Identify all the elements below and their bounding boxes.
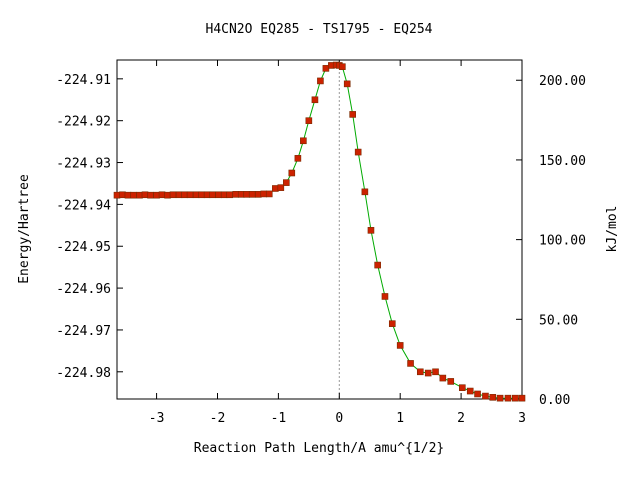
data-point xyxy=(260,190,268,198)
data-point xyxy=(237,191,245,198)
data-point xyxy=(381,293,389,300)
data-point xyxy=(339,63,346,70)
data-point xyxy=(474,390,481,398)
data-point xyxy=(317,77,324,85)
data-point xyxy=(169,191,177,199)
data-point xyxy=(466,387,474,395)
data-point xyxy=(181,191,188,199)
data-point xyxy=(136,191,143,199)
data-point xyxy=(349,111,356,118)
data-point xyxy=(272,185,279,192)
y2-tick-label: 150.00 xyxy=(539,154,586,169)
data-point xyxy=(416,368,424,376)
y-tick-label: -224.96 xyxy=(56,282,111,297)
x-tick-label: -1 xyxy=(271,411,287,426)
data-point xyxy=(141,191,149,199)
y-tick-label: -224.95 xyxy=(56,240,111,255)
data-point xyxy=(265,190,273,198)
data-point xyxy=(147,191,154,199)
y2-tick-label: 100.00 xyxy=(539,234,586,249)
data-point xyxy=(203,191,211,199)
plot-frame xyxy=(116,59,523,400)
x-tick-label: -3 xyxy=(149,411,165,426)
data-point xyxy=(113,191,121,199)
data-point xyxy=(248,191,256,198)
data-point xyxy=(396,342,404,349)
data-point xyxy=(374,261,381,269)
data-point xyxy=(512,394,519,402)
data-point xyxy=(232,191,240,198)
data-point xyxy=(283,179,290,186)
y-tick-label: -224.92 xyxy=(56,115,111,130)
data-point xyxy=(343,80,351,88)
data-point xyxy=(311,96,319,104)
x-tick-label: 2 xyxy=(457,411,465,426)
y-tick-label: -224.91 xyxy=(56,73,111,88)
data-point xyxy=(153,191,160,199)
y2-axis-title: kJ/mol xyxy=(605,206,620,253)
data-point xyxy=(496,394,504,402)
data-point xyxy=(254,191,262,198)
data-point xyxy=(186,191,194,199)
chart-title: H4CN2O EQ285 - TS1795 - EQ254 xyxy=(206,22,433,37)
data-point xyxy=(482,392,489,400)
x-tick-label: 1 xyxy=(396,411,404,426)
data-point xyxy=(367,227,375,234)
data-point xyxy=(215,191,223,199)
data-point xyxy=(354,148,362,156)
data-point xyxy=(209,191,216,199)
data-point xyxy=(130,191,137,199)
data-point xyxy=(198,191,205,199)
data-point xyxy=(489,394,497,401)
data-point xyxy=(518,394,526,402)
energy-profile-line xyxy=(116,64,522,399)
y-tick-label: -224.94 xyxy=(56,198,111,213)
data-point xyxy=(294,155,302,162)
data-point xyxy=(322,65,330,72)
y-tick-label: -224.93 xyxy=(56,157,111,172)
y-tick-label: -224.97 xyxy=(56,324,111,339)
y-tick-label: -224.98 xyxy=(56,366,111,381)
data-point xyxy=(220,191,228,199)
data-point xyxy=(158,191,166,199)
data-point xyxy=(175,191,183,199)
x-tick-label: 0 xyxy=(335,411,343,426)
data-point xyxy=(504,394,512,402)
x-axis-title: Reaction Path Length/A amu^{1/2} xyxy=(194,441,444,456)
data-point xyxy=(300,137,307,145)
data-point xyxy=(164,191,171,199)
data-point xyxy=(447,378,455,385)
data-point xyxy=(192,191,200,199)
data-point xyxy=(459,384,466,392)
data-point xyxy=(243,191,251,198)
y2-tick-label: 200.00 xyxy=(539,74,586,89)
data-point xyxy=(407,360,414,367)
data-point xyxy=(361,188,369,196)
data-point xyxy=(439,374,447,382)
data-point xyxy=(424,369,432,377)
data-point xyxy=(288,169,296,177)
data-point xyxy=(305,117,313,124)
x-tick-label: -2 xyxy=(210,411,226,426)
data-point xyxy=(432,368,439,376)
y-axis-title: Energy/Hartree xyxy=(17,174,32,284)
y2-tick-label: 50.00 xyxy=(539,313,578,328)
data-point xyxy=(277,184,285,191)
y2-tick-label: 0.00 xyxy=(539,393,570,408)
x-tick-label: 3 xyxy=(518,411,526,426)
data-point xyxy=(124,191,132,199)
data-point xyxy=(388,320,396,327)
data-point xyxy=(119,191,126,199)
data-point xyxy=(226,191,233,199)
